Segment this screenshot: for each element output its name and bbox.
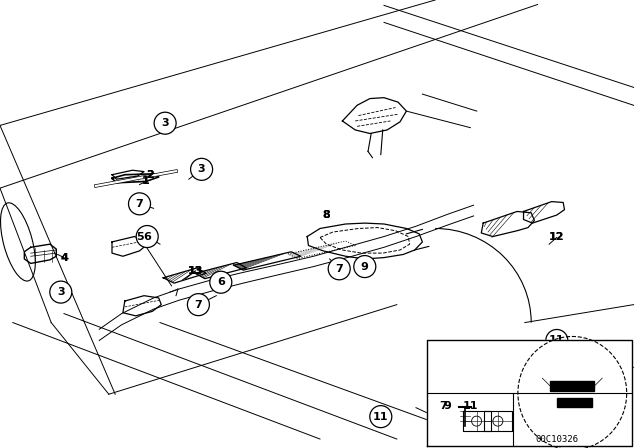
- Text: 2: 2: [147, 170, 154, 180]
- Text: 3: 3: [57, 287, 65, 297]
- Text: 13: 13: [188, 266, 203, 276]
- Text: 12: 12: [549, 233, 564, 242]
- Circle shape: [370, 405, 392, 428]
- Text: 11: 11: [373, 412, 388, 422]
- Polygon shape: [557, 398, 592, 407]
- Text: 12: 12: [549, 233, 564, 242]
- Circle shape: [354, 255, 376, 278]
- Circle shape: [136, 225, 158, 248]
- Text: 4: 4: [60, 253, 68, 263]
- Polygon shape: [427, 340, 632, 446]
- Circle shape: [154, 112, 176, 134]
- Text: 8: 8: [323, 210, 330, 220]
- Circle shape: [328, 258, 350, 280]
- Text: 1: 1: [142, 177, 150, 186]
- Text: 3: 3: [161, 118, 169, 128]
- Text: 8: 8: [323, 210, 330, 220]
- Text: 9: 9: [444, 401, 451, 411]
- Circle shape: [50, 281, 72, 303]
- Circle shape: [546, 329, 568, 352]
- Text: 5: 5: [136, 232, 143, 241]
- Text: 9: 9: [361, 262, 369, 271]
- Text: 1: 1: [142, 177, 150, 186]
- Polygon shape: [550, 381, 595, 391]
- Text: 7: 7: [195, 300, 202, 310]
- Text: 00C10326: 00C10326: [535, 435, 579, 444]
- Text: 5: 5: [136, 232, 143, 241]
- Text: 4: 4: [60, 253, 68, 263]
- Text: 7: 7: [136, 199, 143, 209]
- Text: 10: 10: [428, 412, 443, 422]
- Text: 6: 6: [217, 277, 225, 287]
- Circle shape: [191, 158, 212, 181]
- Text: 13: 13: [188, 266, 203, 276]
- Circle shape: [210, 271, 232, 293]
- Text: 2: 2: [147, 170, 154, 180]
- Text: 11: 11: [463, 401, 478, 411]
- Text: 10: 10: [428, 412, 443, 422]
- Circle shape: [129, 193, 150, 215]
- Text: 13: 13: [188, 266, 203, 276]
- Text: 7: 7: [335, 264, 343, 274]
- Text: 11: 11: [549, 336, 564, 345]
- Text: 7: 7: [439, 401, 447, 411]
- Text: 3: 3: [198, 164, 205, 174]
- Circle shape: [188, 293, 209, 316]
- Text: 6: 6: [143, 232, 151, 241]
